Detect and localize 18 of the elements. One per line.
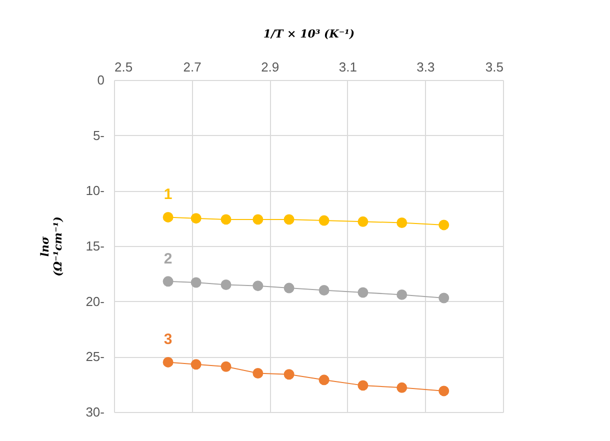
y-tick-label: 30- [86, 404, 104, 420]
x-tick-label: 3.3 [416, 60, 435, 74]
x-axis-title: 1/T × 10³ (K⁻¹) [263, 28, 355, 40]
series-label: 2 [164, 250, 172, 268]
x-tick-label: 2.9 [261, 60, 280, 74]
y-tick-label: 0 [97, 72, 104, 88]
x-tick-label: 2.7 [183, 60, 202, 74]
series-label: 1 [164, 186, 172, 204]
y-axis-title: lnσ (Ω⁻¹cm⁻¹) [38, 216, 65, 276]
y-tick-label: 20- [86, 294, 104, 309]
x-tick-label: 3.5 [485, 60, 504, 74]
y-tick-label: 5- [92, 128, 104, 143]
x-tick-label: 2.5 [114, 60, 133, 74]
y-tick-label: 15- [86, 238, 104, 254]
y-tick-label: 10- [86, 183, 104, 198]
y-tick-label: 25- [86, 349, 104, 364]
x-tick-label: 3.1 [338, 60, 357, 74]
series-label: 3 [164, 331, 172, 348]
